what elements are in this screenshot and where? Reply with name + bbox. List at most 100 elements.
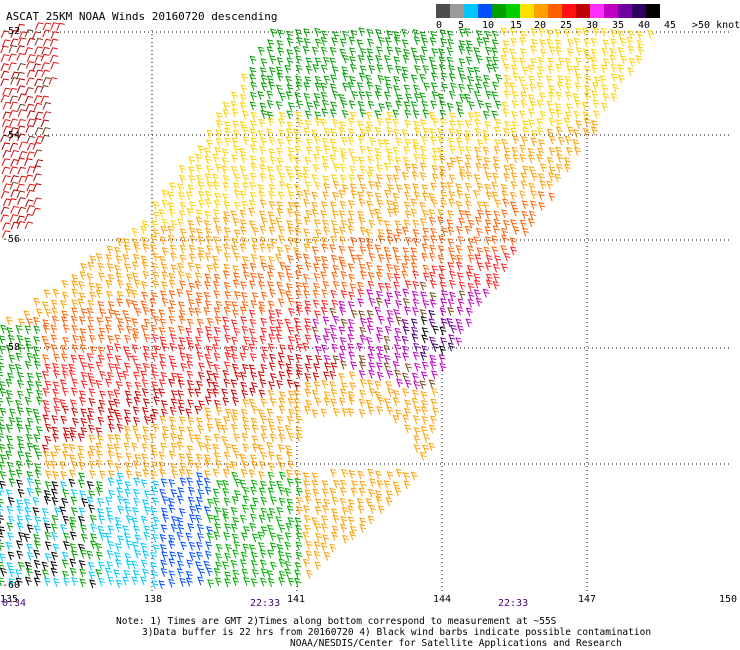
wind-barb [437, 216, 445, 226]
wind-barb [141, 291, 149, 301]
wind-barb [134, 390, 142, 400]
wind-barb [333, 479, 341, 489]
wind-barb [358, 408, 366, 418]
wind-barb [32, 408, 40, 418]
wind-barb [71, 417, 79, 427]
wind-barb [243, 136, 250, 146]
wind-barb [266, 524, 274, 534]
wind-barb [68, 369, 76, 379]
wind-barb [565, 111, 573, 121]
wind-barb [260, 507, 268, 517]
wind-barb [170, 523, 178, 533]
wind-barb [349, 111, 357, 121]
wind-barb [393, 85, 400, 94]
wind-barb [25, 103, 35, 112]
wind-barb [456, 254, 463, 264]
wind-barb [50, 334, 58, 344]
legend-label: 15 [510, 20, 523, 31]
wind-barb [413, 415, 420, 424]
wind-barb [341, 382, 348, 391]
wind-barb [277, 138, 285, 148]
wind-barb [455, 337, 463, 347]
wind-barb [9, 142, 19, 151]
wind-barb [24, 396, 32, 406]
wind-barb [357, 210, 365, 220]
wind-barb [287, 516, 295, 526]
wind-barb [342, 534, 349, 544]
wind-barb [60, 523, 67, 533]
wind-barb [536, 127, 544, 136]
wind-barb [402, 54, 410, 64]
wind-barb [540, 163, 547, 173]
wind-barb [295, 426, 303, 436]
wind-barb [232, 309, 239, 319]
wind-barb [374, 154, 382, 164]
wind-barb [356, 39, 364, 49]
wind-barb [158, 309, 166, 319]
wind-barb [277, 426, 285, 435]
wind-barb [212, 443, 220, 453]
wind-barb [258, 514, 266, 524]
wind-barb [467, 112, 475, 121]
wind-barb [132, 333, 140, 343]
wind-barb [275, 308, 283, 318]
wind-barb [293, 165, 301, 175]
wind-barb [222, 109, 230, 118]
wind-barb [242, 525, 250, 535]
wind-barb [303, 216, 311, 226]
wind-barb [313, 153, 320, 163]
wind-barb [257, 183, 265, 193]
wind-barb [401, 270, 409, 280]
wind-barb [124, 462, 132, 471]
wind-barb [168, 450, 176, 460]
wind-barb [314, 38, 322, 48]
wind-barb [149, 433, 157, 442]
wind-barb [0, 324, 8, 334]
wind-barb [33, 577, 41, 587]
wind-barb [385, 30, 393, 40]
wind-barb [475, 54, 483, 64]
wind-barb [52, 471, 60, 480]
wind-barb [16, 220, 26, 229]
wind-barb [167, 497, 175, 507]
wind-barb [536, 72, 544, 82]
wind-barb [179, 280, 186, 290]
wind-barb [459, 73, 467, 83]
wind-barb [357, 298, 365, 308]
wind-barb [459, 171, 466, 181]
wind-barb [268, 462, 276, 472]
wind-barb [204, 407, 212, 417]
wind-barb [312, 299, 320, 309]
wind-barb [232, 396, 239, 406]
wind-barb [377, 235, 385, 244]
wind-barb [169, 182, 177, 192]
wind-barb [52, 381, 60, 391]
wind-barb [386, 126, 394, 136]
wind-barb [196, 417, 204, 427]
wind-barb [222, 479, 229, 489]
wind-barb [431, 173, 439, 183]
wind-barb [32, 183, 42, 191]
wind-barb [609, 54, 617, 64]
wind-barb [456, 261, 463, 271]
wind-barb [557, 57, 565, 67]
wind-barb [520, 99, 528, 109]
wind-barb [573, 110, 581, 120]
wind-barb [285, 369, 293, 379]
wind-barb [214, 506, 222, 516]
wind-barb [494, 139, 502, 148]
wind-barb [123, 442, 131, 452]
wind-barb [503, 147, 511, 156]
wind-barb [531, 129, 538, 139]
wind-barb [249, 280, 256, 290]
wind-barb [367, 353, 375, 363]
wind-barb [537, 191, 545, 200]
wind-barb [412, 219, 420, 229]
wind-barb [374, 306, 382, 316]
wind-barb [305, 355, 313, 364]
wind-barb [528, 210, 536, 220]
lon-label: 141 [287, 594, 306, 605]
wind-barb [348, 128, 355, 138]
wind-barb [295, 55, 303, 65]
wind-barb [305, 209, 313, 219]
